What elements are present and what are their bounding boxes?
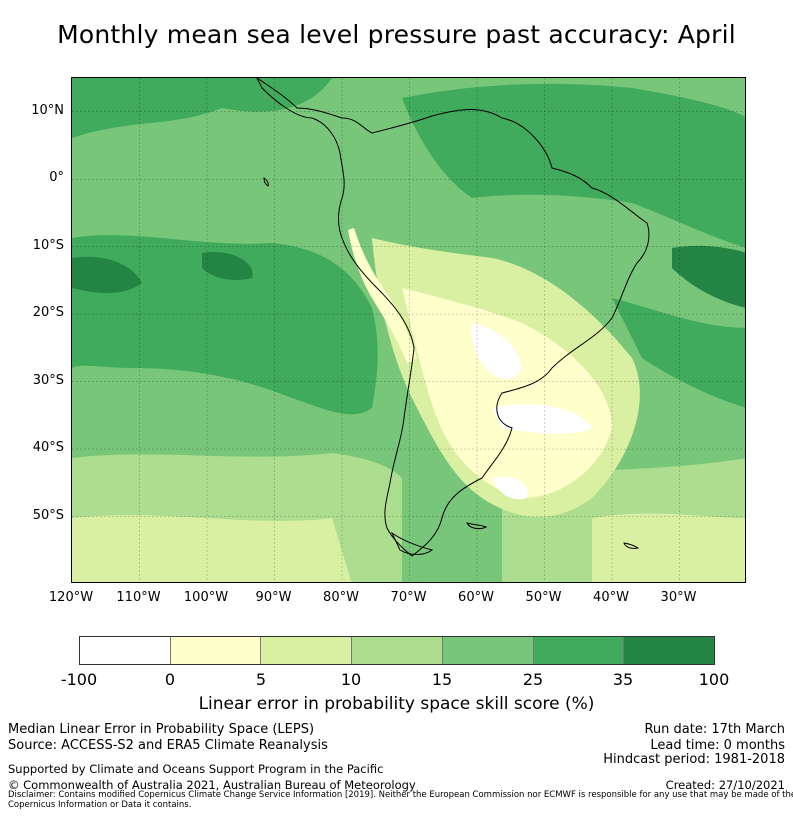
colorbar-tick: 35 (612, 670, 634, 689)
graticule (72, 78, 745, 582)
colorbar-segment (624, 637, 715, 664)
lon-label: 60°W (458, 590, 494, 605)
lat-label: 50°S (32, 507, 64, 523)
colorbar-segment (352, 637, 443, 664)
colorbar-tick: 10 (340, 670, 362, 689)
field-high-south-atlantic (612, 298, 745, 408)
colorbar-tick: 15 (431, 670, 453, 689)
colorbar-segment (533, 637, 625, 664)
created-date: Created: 27/10/2021 (665, 778, 785, 792)
map-canvas (72, 78, 745, 582)
field-lower-south-pacific (72, 515, 352, 582)
colorbar-tick: 5 (255, 670, 267, 689)
hindcast-period: Hindcast period: 1981-2018 (603, 752, 785, 767)
colorbar-tick: 100 (698, 670, 730, 689)
lead-time: Lead time: 0 months (650, 738, 785, 753)
colorbar-tick: -100 (60, 670, 98, 689)
field-andes-strip (348, 228, 417, 363)
copyright-text: © Commonwealth of Australia 2021, Austra… (8, 778, 416, 792)
field-very-high-atlantic (672, 245, 745, 308)
run-date: Run date: 17th March (644, 722, 785, 737)
lon-label: 90°W (255, 590, 292, 605)
lon-label: 40°W (593, 590, 629, 605)
skill-map (71, 77, 746, 583)
colorbar-tick: 0 (164, 670, 176, 689)
lat-label: 10°S (32, 237, 64, 253)
field-very-high-pacific (202, 252, 253, 280)
lat-label: 0° (49, 170, 64, 186)
colorbar-segment (442, 637, 534, 664)
lat-label: 20°S (32, 305, 64, 321)
leps-description: Median Linear Error in Probability Space… (8, 722, 315, 737)
lon-label: 120°W (48, 590, 94, 605)
colorbar-segment (170, 637, 262, 664)
support-text: Supported by Climate and Oceans Support … (8, 762, 384, 776)
south-georgia (623, 542, 640, 549)
lat-label: 40°S (32, 440, 64, 456)
source-text: Source: ACCESS-S2 and ERA5 Climate Reana… (8, 738, 328, 753)
lat-label: 10°N (31, 102, 64, 118)
colorbar-tick: 25 (522, 670, 544, 689)
colorbar-label: Linear error in probability space skill … (198, 694, 595, 714)
lon-label: 70°W (390, 590, 427, 605)
field-high-pacific (72, 235, 378, 415)
field-no-skill-2 (492, 404, 592, 434)
lon-label: 50°W (525, 590, 562, 605)
coastline (256, 78, 650, 557)
galapagos (263, 177, 269, 187)
field-no-skill-1 (471, 323, 522, 380)
field-lower-south-atlantic (592, 513, 745, 582)
disclaimer: Disclaimer: Contains modified Copernicus… (8, 790, 793, 810)
lat-label: 30°S (32, 372, 64, 388)
chart-title: Monthly mean sea level pressure past acc… (57, 20, 736, 49)
colorbar-segment (261, 637, 353, 664)
field-no-skill-3 (492, 476, 528, 500)
field-high-atlantic (402, 83, 745, 248)
lon-label: 100°W (183, 590, 229, 605)
falkland-islands (466, 522, 488, 530)
lon-label: 110°W (116, 590, 161, 605)
colorbar-segment (80, 637, 171, 664)
lon-label: 30°W (660, 590, 697, 605)
tierra-del-fuego (390, 531, 434, 555)
field-lowest-continent (402, 288, 612, 498)
colorbar (79, 636, 715, 665)
lon-label: 80°W (323, 590, 359, 605)
field-very-high-west (72, 256, 142, 293)
